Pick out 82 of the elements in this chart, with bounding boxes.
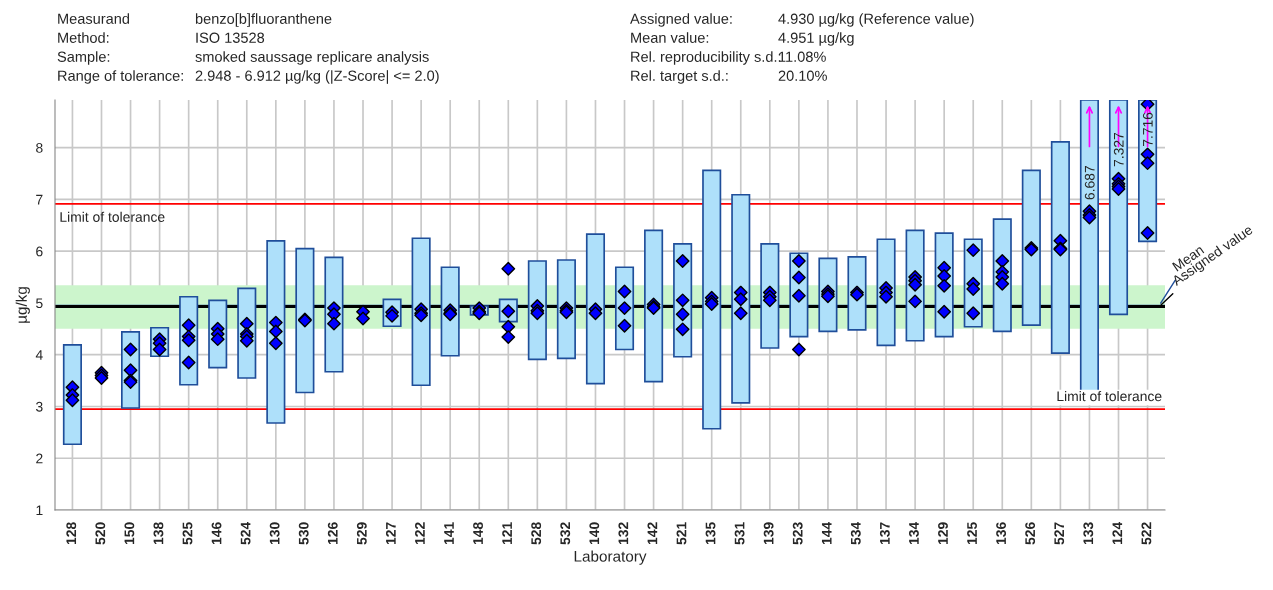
text: ISO 13528 [196,32,265,43]
x-tick-label: 125 [967,522,977,545]
bar [411,237,431,387]
text: Mean value: [631,32,709,43]
x-tick-label: 523 [792,522,803,545]
text: benzo[b]fluoranthene [195,13,332,27]
bar [1108,100,1129,316]
y-tick-label: 2 [36,453,43,464]
annotation: 7.716 [1142,112,1153,147]
text: Method: [58,32,109,43]
text: Measurand [58,13,130,24]
text: 4.951 µg/kg [778,32,854,46]
y-tick-label: 5 [36,298,43,309]
bar [585,233,606,385]
x-tick-label: 132 [618,522,629,545]
y-axis-title: µg/kg [15,287,30,323]
x-tick-label: 142 [647,522,658,545]
bar [731,193,751,404]
annotation: 6.687 [1084,166,1095,200]
x-tick-label: 124 [1112,521,1123,545]
x-tick-label: 534 [850,521,861,545]
text: Sample: [57,51,110,65]
x-tick-label: 522 [1141,522,1152,545]
x-tick-label: 526 [1025,522,1036,545]
text: Rel. reproducibility s.d.: [631,51,781,65]
text: smoked saussage replicare analysis [195,51,429,65]
x-tick-label: 521 [676,522,687,545]
y-tick-label: 6 [36,246,43,257]
bar [295,247,315,394]
x-tick-label: 139 [763,522,774,545]
text: 4.930 µg/kg (Reference value) [778,13,974,27]
x-tick-label: 121 [502,522,512,545]
x-tick-label: 129 [938,522,948,545]
x-tick-label: 527 [1054,522,1065,545]
y-tick-label: 7 [36,194,43,205]
x-tick-label: 529 [356,522,367,545]
x-tick-label: 138 [153,522,164,545]
text: Assigned value: [630,13,732,27]
bar [266,239,286,424]
text: 11.08% [779,51,826,62]
bar [440,266,460,357]
x-tick-label: 128 [66,522,77,545]
y-tick-label: 4 [35,350,43,360]
bar [1021,169,1041,327]
annotation: 7.327 [1113,132,1124,167]
x-tick-label: 150 [124,522,135,545]
x-axis-title: Laboratory [574,550,647,565]
text: 20.10% [778,70,827,81]
x-tick-label: 130 [269,522,280,545]
x-tick-label: 140 [589,522,600,545]
x-tick-label: 134 [909,521,919,545]
y-tick-label: 3 [36,401,43,412]
x-tick-label: 122 [415,522,425,545]
x-tick-label: 525 [182,522,193,545]
bar [644,229,664,383]
text: 2.948 - 6.912 µg/kg (|Z-Score| <= 2.0) [195,70,439,84]
bar [556,259,576,360]
x-tick-label: 531 [734,522,745,545]
text: Rel. target s.d.: [631,70,728,84]
x-tick-label: 532 [560,522,571,545]
y-tick-label: 8 [36,142,43,153]
text: Range of tolerance: [58,70,183,84]
x-tick-label: 141 [444,522,454,545]
x-tick-label: 135 [705,522,716,545]
x-tick-label: 127 [385,522,396,545]
x-tick-label: 148 [473,522,483,545]
bar [1050,141,1070,354]
x-tick-label: 524 [240,521,251,545]
x-tick-label: 528 [531,522,542,545]
x-tick-label: 136 [996,522,1007,545]
bar [847,256,867,331]
bar [702,169,722,430]
x-tick-label: 530 [298,522,309,545]
x-tick-label: 133 [1083,522,1094,545]
x-tick-label: 137 [879,522,890,545]
ref-line-label: Limit of tolerance [60,211,165,222]
x-tick-label: 144 [821,521,832,545]
x-tick-label: 126 [327,522,338,545]
ref-line-label: Limit of tolerance [1057,391,1162,402]
x-tick-label: 520 [95,522,106,545]
x-tick-label: 146 [211,522,222,545]
y-tick-label: 1 [36,505,43,516]
